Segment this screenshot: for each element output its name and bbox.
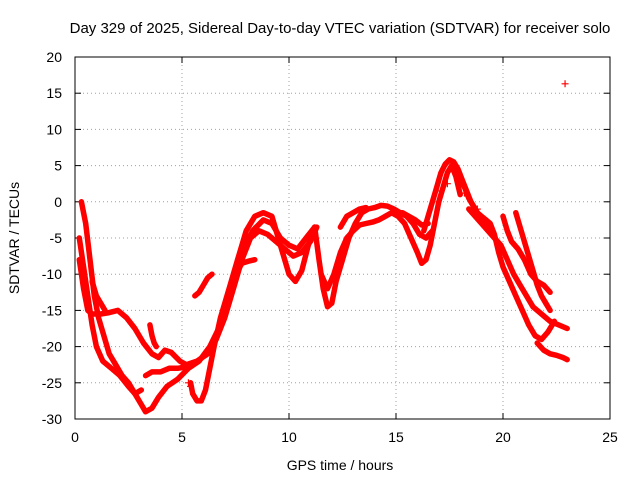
y-tick-label: -5 xyxy=(50,230,63,246)
y-tick-label: -20 xyxy=(42,339,62,355)
y-tick-label: -30 xyxy=(42,411,62,427)
series-arc-17 xyxy=(500,213,553,296)
data-point xyxy=(473,205,481,213)
data-point xyxy=(437,187,445,195)
data-point xyxy=(187,382,195,390)
chart-title: Day 329 of 2025, Sidereal Day-to-day VTE… xyxy=(70,20,611,37)
x-tick-label: 20 xyxy=(495,429,511,445)
x-axis-label: GPS time / hours xyxy=(287,457,394,473)
y-tick-label: -10 xyxy=(42,266,62,282)
data-point xyxy=(443,180,451,188)
y-tick-label: 15 xyxy=(46,85,62,101)
series-arc-5 xyxy=(187,209,318,404)
grid xyxy=(75,57,610,419)
series-arc-9 xyxy=(318,162,463,292)
isolated-points xyxy=(184,80,569,390)
series-arc-19 xyxy=(147,322,160,350)
series-arc-15 xyxy=(513,209,553,314)
x-tick-label: 15 xyxy=(388,429,404,445)
x-tick-label: 0 xyxy=(71,429,79,445)
y-axis-label: SDTVAR / TECUs xyxy=(6,182,22,294)
axis-tick-labels: 0 5 10 15 20 25 -30 -25 -20 -15 -10 -5 0 5 10 15 20 xyxy=(42,49,618,445)
x-tick-label: 25 xyxy=(602,429,618,445)
axis-ticks xyxy=(74,56,611,420)
series-arc-16 xyxy=(534,340,570,363)
series-arc-7 xyxy=(232,256,258,277)
series-arc-14 xyxy=(466,206,570,332)
y-tick-label: -15 xyxy=(42,302,62,318)
y-tick-label: 10 xyxy=(46,121,62,137)
x-tick-label: 10 xyxy=(281,429,297,445)
data-series xyxy=(76,157,570,415)
series-arc-18 xyxy=(89,278,108,314)
y-tick-label: 5 xyxy=(54,158,62,174)
data-point xyxy=(561,80,569,88)
series-arc-10 xyxy=(337,204,369,230)
y-tick-label: -25 xyxy=(42,375,62,391)
y-tick-label: 20 xyxy=(46,49,62,65)
series-arc-6 xyxy=(192,271,215,299)
data-point xyxy=(184,379,192,387)
series-arc-2 xyxy=(76,235,145,397)
y-tick-label: 0 xyxy=(54,194,62,210)
data-point xyxy=(460,189,468,197)
x-tick-label: 5 xyxy=(178,429,186,445)
series-arc-4 xyxy=(142,364,190,379)
